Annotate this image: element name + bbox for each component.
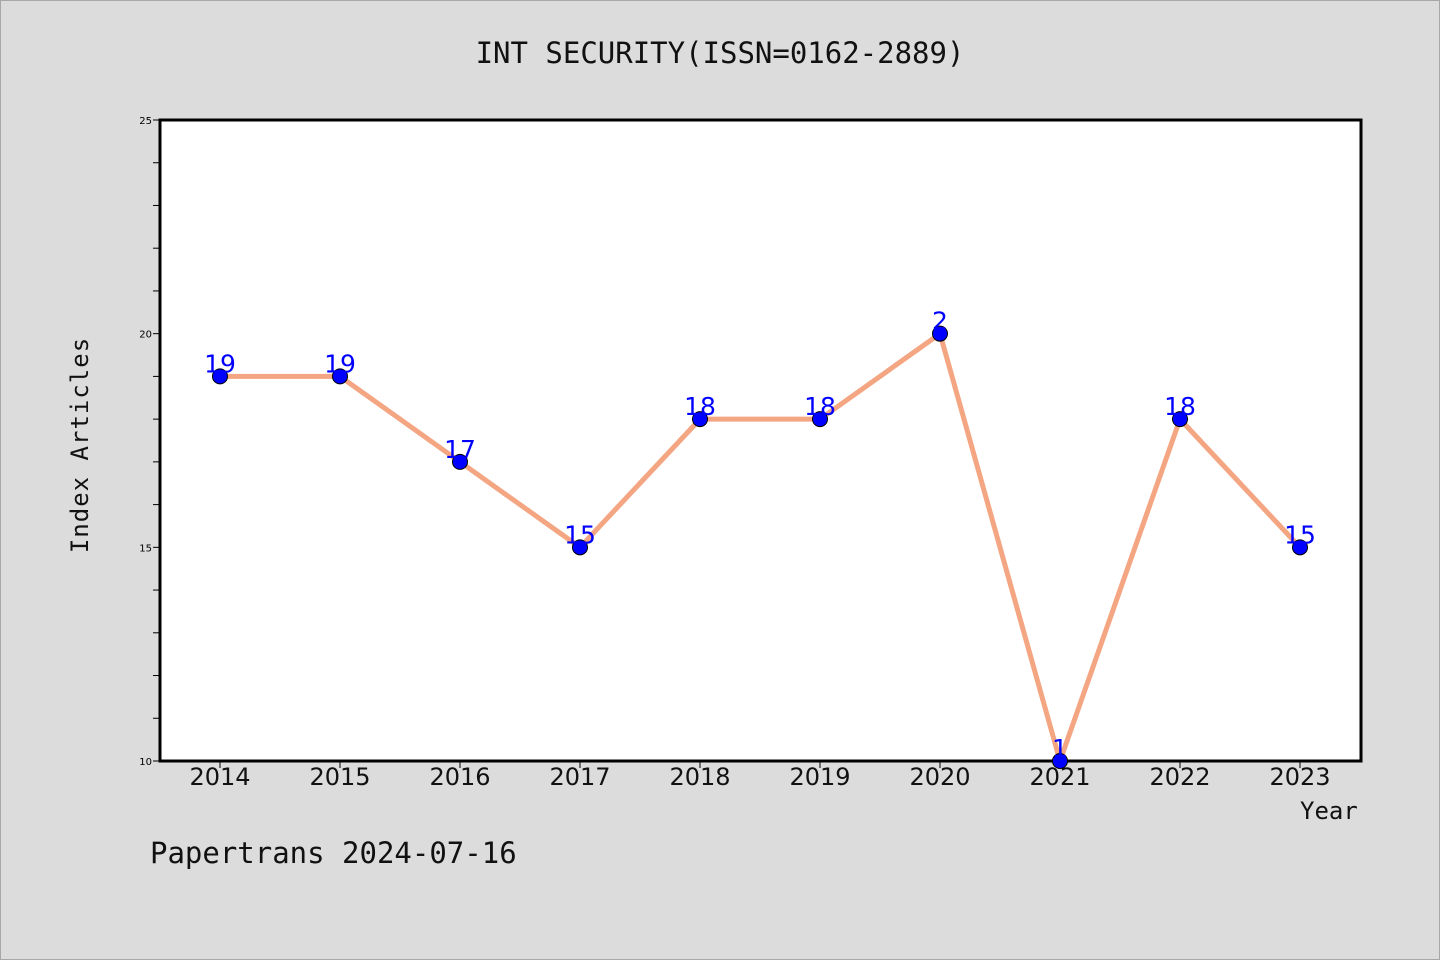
chart-title: INT SECURITY(ISSN=0162-2889) <box>475 36 965 70</box>
data-label: 15 <box>564 520 596 549</box>
data-point <box>332 368 348 385</box>
y-tick-label: 25 <box>139 116 152 127</box>
data-point <box>572 539 588 556</box>
data-label: 19 <box>204 349 236 378</box>
x-tick-label: 2019 <box>789 763 850 791</box>
x-tick-label: 2023 <box>1269 763 1330 791</box>
x-tick-label: 2018 <box>669 763 730 791</box>
footer-watermark: Papertrans 2024-07-16 <box>150 836 517 870</box>
data-label: 18 <box>804 392 836 421</box>
x-tick-label: 2020 <box>909 763 970 791</box>
data-point <box>212 368 228 385</box>
plot-area <box>158 118 1363 763</box>
data-label: 15 <box>1284 520 1316 549</box>
data-point <box>812 411 828 428</box>
data-label: 1 <box>1052 734 1068 763</box>
data-point <box>452 453 468 470</box>
data-label: 19 <box>324 349 356 378</box>
data-label: 17 <box>444 435 476 464</box>
series-line <box>220 331 1302 764</box>
y-tick-label: 10 <box>139 757 152 768</box>
x-tick-label: 2022 <box>1149 763 1210 791</box>
x-tick-label: 2015 <box>309 763 370 791</box>
data-point <box>1292 539 1308 556</box>
x-axis-label: Year <box>1300 797 1358 825</box>
data-point <box>692 411 708 428</box>
y-tick-label: 20 <box>139 330 152 341</box>
x-tick-label: 2017 <box>549 763 610 791</box>
data-label: 18 <box>1164 392 1196 421</box>
data-label: 18 <box>684 392 716 421</box>
data-point <box>1052 753 1068 769</box>
y-tick-label: 15 <box>139 543 152 554</box>
data-point <box>932 325 948 342</box>
data-label: 2 <box>932 307 948 336</box>
x-tick-label: 2016 <box>429 763 490 791</box>
data-point <box>1172 411 1188 428</box>
x-tick-label: 2014 <box>189 763 250 791</box>
